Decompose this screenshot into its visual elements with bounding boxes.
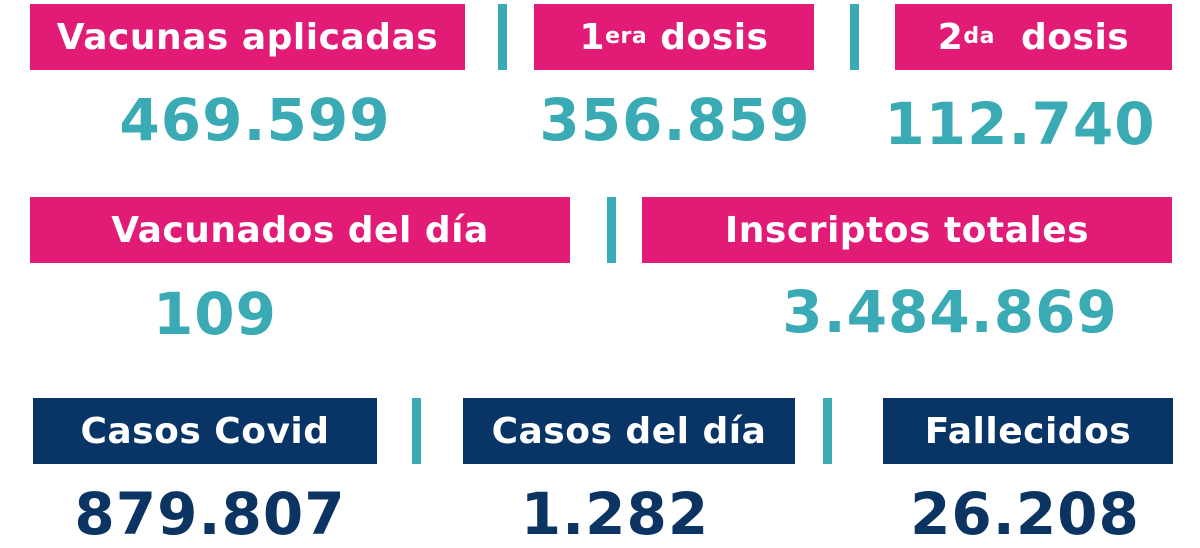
separator <box>498 4 507 70</box>
total-registered-value: 3.484.869 <box>782 278 1118 346</box>
total-registered-label: Inscriptos totales <box>642 197 1172 263</box>
vaccines-applied-value: 469.599 <box>119 86 391 154</box>
first-dose-value: 356.859 <box>539 86 811 154</box>
second-dose-value: 112.740 <box>884 90 1156 158</box>
covid-cases-label: Casos Covid <box>33 398 377 464</box>
separator <box>412 398 421 464</box>
vaccinated-today-value: 109 <box>152 280 278 348</box>
deaths-label: Fallecidos <box>883 398 1173 464</box>
separator <box>850 4 859 70</box>
separator <box>823 398 832 464</box>
cases-today-label: Casos del día <box>463 398 795 464</box>
first-dose-label: 1 era dosis <box>534 4 814 70</box>
vaccinated-today-label: Vacunados del día <box>30 197 570 263</box>
cases-today-value: 1.282 <box>520 480 710 548</box>
separator <box>607 197 616 263</box>
second-dose-label: 2 da dosis <box>895 4 1172 70</box>
deaths-value: 26.208 <box>910 480 1140 548</box>
covid-cases-value: 879.807 <box>74 480 346 548</box>
vaccines-applied-label: Vacunas aplicadas <box>30 4 465 70</box>
